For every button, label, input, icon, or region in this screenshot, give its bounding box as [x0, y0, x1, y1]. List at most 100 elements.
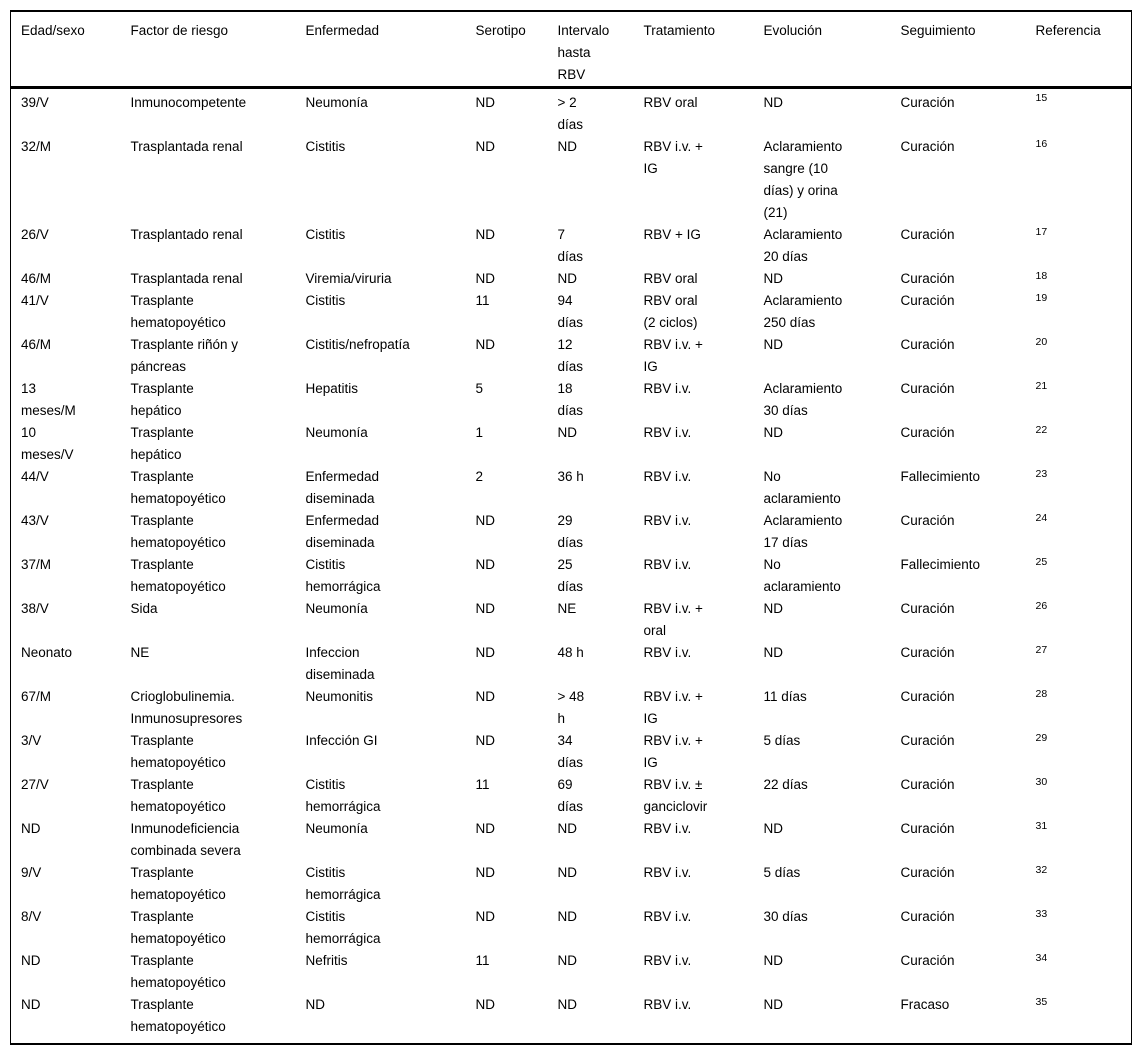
table-cell: ND — [557, 821, 578, 836]
reference-cell: 19 — [1035, 292, 1048, 304]
table-cell: Curación — [900, 337, 955, 352]
table-row: 41/V Trasplante hematopoyético Cistitis 11 9… — [11, 290, 1132, 334]
table-cell: Cistitis hemorrágica — [305, 777, 381, 814]
table-cell: ND — [763, 337, 784, 352]
table-cell: Neumonitis — [305, 689, 374, 704]
table-cell: 11 — [475, 953, 490, 968]
table-cell: Trasplante hepático — [130, 381, 194, 418]
table-cell: RBV i.v. + IG — [643, 733, 703, 770]
table-cell: Trasplante hematopoyético — [130, 997, 226, 1034]
reference-cell: 30 — [1035, 776, 1048, 788]
table-cell: ND — [763, 821, 784, 836]
table-cell: 5 días — [763, 733, 801, 748]
table-cell: Curación — [900, 227, 955, 242]
table-cell: 11 días — [763, 689, 807, 704]
table-row: 37/M Trasplante hematopoyético Cistitis he… — [11, 554, 1132, 598]
column-header-9: Referencia — [1025, 11, 1132, 89]
table-cell: ND — [763, 95, 784, 110]
table-cell: NE — [557, 601, 577, 616]
table-cell: 8/V — [21, 909, 42, 924]
table-cell: ND — [557, 271, 578, 286]
reference-cell: 18 — [1035, 270, 1048, 282]
table-row: 8/V Trasplante hematopoyético Cistitis hem… — [11, 906, 1132, 950]
table-cell: Neumonía — [305, 425, 368, 440]
table-cell: ND — [475, 821, 496, 836]
table-cell: 94 días — [557, 293, 584, 330]
table-cell: 29 días — [557, 513, 584, 550]
table-cell: Neumonía — [305, 95, 368, 110]
table-cell: ND — [557, 425, 578, 440]
table-cell: 44/V — [21, 469, 49, 484]
table-cell: > 2 días — [557, 95, 584, 132]
table-cell: ND — [557, 139, 578, 154]
table-cell: Trasplante hematopoyético — [130, 513, 226, 550]
table-cell: Trasplante riñón y páncreas — [130, 337, 239, 374]
table-cell: 7 días — [557, 227, 584, 264]
table-cell: Curación — [900, 909, 955, 924]
table-row: 10 meses/V Trasplante hepático Neumonía 1 ND… — [11, 422, 1132, 466]
table-row: 32/M Trasplantada renal Cistitis ND ND RBV i.… — [11, 136, 1132, 224]
table-cell: 22 días — [763, 777, 808, 792]
table-cell: 43/V — [21, 513, 49, 528]
table-cell: Curación — [900, 601, 955, 616]
table-cell: No aclaramiento — [763, 557, 841, 594]
table-cell: 46/M — [21, 337, 52, 352]
table-cell: ND — [475, 271, 496, 286]
table-cell: Cistitis hemorrágica — [305, 865, 381, 902]
table-row: 9/V Trasplante hematopoyético Cistitis hem… — [11, 862, 1132, 906]
table-cell: 13 meses/M — [21, 381, 76, 418]
table-cell: 11 — [475, 777, 490, 792]
table-cell: RBV i.v. — [643, 425, 692, 440]
table-cell: RBV i.v. — [643, 557, 692, 572]
table-cell: Curación — [900, 293, 955, 308]
table-cell: ND — [305, 997, 326, 1012]
table-cell: ND — [763, 601, 784, 616]
table-cell: RBV i.v. + IG — [643, 337, 703, 374]
table-cell: 5 — [475, 381, 484, 396]
table-cell: Curación — [900, 733, 955, 748]
table-cell: Curación — [900, 865, 955, 880]
table-row: 44/V Trasplante hematopoyético Enfermedad … — [11, 466, 1132, 510]
table-cell: ND — [557, 953, 578, 968]
reference-cell: 35 — [1035, 996, 1048, 1008]
table-cell: RBV i.v. — [643, 645, 692, 660]
table-cell: RBV i.v. — [643, 513, 692, 528]
table-cell: RBV i.v. — [643, 865, 692, 880]
column-header-2: Factor de riesgo — [120, 11, 296, 89]
reference-cell: 33 — [1035, 908, 1048, 920]
table-cell: 36 h — [557, 469, 584, 484]
table-cell: Cistitis/nefropatía — [305, 337, 410, 352]
table-row: 46/M Trasplantada renal Viremia/viruria ND N… — [11, 268, 1132, 290]
table-cell: 46/M — [21, 271, 52, 286]
table-cell: Aclaramiento 17 días — [763, 513, 843, 550]
table-cell: 69 días — [557, 777, 584, 814]
table-cell: 25 días — [557, 557, 584, 594]
table-cell: Inmunocompetente — [130, 95, 247, 110]
table-cell: Trasplante hematopoyético — [130, 777, 226, 814]
table-cell: 1 — [475, 425, 484, 440]
table-row: 38/V Sida Neumonía ND NE RBV i.v. + oral ND Cur… — [11, 598, 1132, 642]
table-cell: Curación — [900, 425, 955, 440]
table-cell: > 48 h — [557, 689, 585, 726]
table-cell: ND — [475, 689, 496, 704]
table-cell: 3/V — [21, 733, 42, 748]
table-cell: Curación — [900, 139, 955, 154]
table-cell: Trasplantada renal — [130, 139, 243, 154]
column-header-7: Evolución — [753, 11, 891, 89]
table-cell: Enfermedad diseminada — [305, 469, 380, 506]
reference-cell: 34 — [1035, 952, 1048, 964]
table-row: 13 meses/M Trasplante hepático Hepatitis 5 1… — [11, 378, 1132, 422]
table-cell: Trasplante hematopoyético — [130, 865, 226, 902]
reference-cell: 20 — [1035, 336, 1048, 348]
table-cell: 34 días — [557, 733, 584, 770]
table-cell: 41/V — [21, 293, 49, 308]
table-cell: ND — [763, 953, 784, 968]
table-cell: RBV oral (2 ciclos) — [643, 293, 698, 330]
table-cell: Trasplante hematopoyético — [130, 293, 226, 330]
table-cell: ND — [21, 997, 41, 1012]
reference-cell: 28 — [1035, 688, 1048, 700]
reference-cell: 16 — [1035, 138, 1048, 150]
table-cell: Inmunodeficiencia combinada severa — [130, 821, 241, 858]
table-cell: Sida — [130, 601, 158, 616]
table-cell: Hepatitis — [305, 381, 359, 396]
